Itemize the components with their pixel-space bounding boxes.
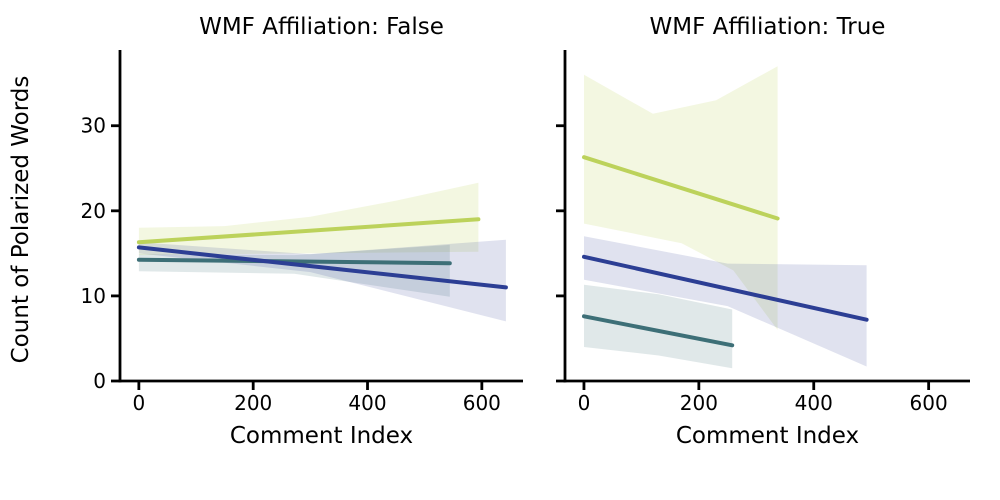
regression-line-yellowgreen-group: [582, 155, 780, 221]
x-tick-label: 0: [578, 391, 591, 415]
y-tick-label: 20: [81, 199, 106, 223]
y-tick-label: 10: [81, 284, 106, 308]
x-tick-label: 400: [348, 391, 386, 415]
y-tick-label: 0: [93, 369, 106, 393]
x-tick-label: 200: [680, 391, 718, 415]
x-tick-label: 600: [910, 391, 948, 415]
confidence-band-yellowgreen-group: [584, 66, 778, 330]
x-tick-label: 200: [234, 391, 272, 415]
confidence-band-teal-group: [584, 284, 733, 369]
confidence-band-navy-group: [584, 236, 867, 367]
x-tick-label: 400: [795, 391, 833, 415]
y-axis-label: Count of Polarized Words: [8, 76, 34, 364]
regression-line-yellowgreen-group: [136, 217, 481, 245]
subplot-title: WMF Affiliation: True: [650, 14, 886, 40]
x-tick-label: 0: [132, 391, 145, 415]
subplot-title: WMF Affiliation: False: [199, 14, 444, 40]
confidence-band-yellowgreen-group: [138, 182, 479, 256]
x-axis-label: Comment Index: [676, 423, 859, 449]
x-axis-label: Comment Index: [230, 423, 413, 449]
regression-line-navy-group: [582, 254, 869, 322]
y-tick-label: 30: [81, 114, 106, 138]
x-tick-label: 600: [463, 391, 501, 415]
regression-line-teal-group: [582, 314, 735, 348]
regression-line-navy-group: [136, 245, 508, 290]
regression-line-teal-group: [136, 257, 452, 266]
